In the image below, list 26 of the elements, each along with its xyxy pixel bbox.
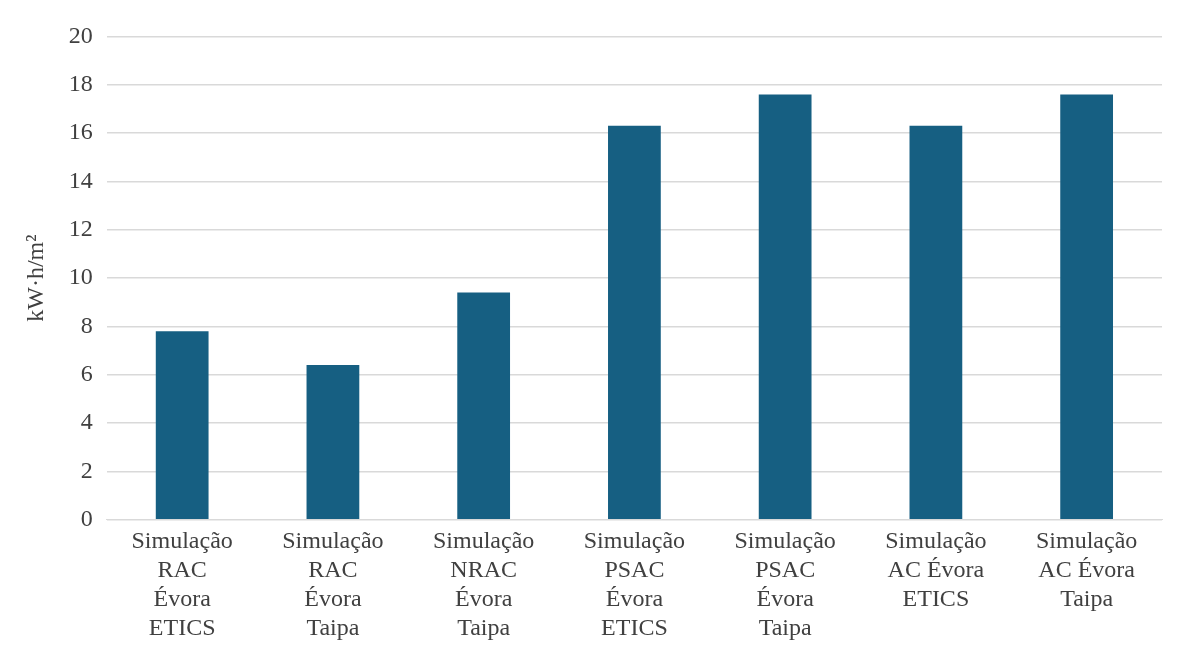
x-tick-label: Simulação NRAC Évora Taipa	[433, 527, 535, 640]
y-tick-label: 2	[80, 456, 93, 483]
y-axis-title: kW·h/m²	[21, 234, 48, 322]
y-tick-label: 6	[80, 360, 93, 387]
bar	[1060, 94, 1114, 520]
bar	[758, 94, 812, 520]
y-tick-label: 12	[68, 215, 93, 242]
x-tick-label: Simulação PSAC Évora ETICS	[583, 527, 686, 640]
y-tick-label: 14	[68, 166, 93, 193]
bar	[909, 125, 963, 520]
bar	[155, 331, 209, 520]
bar	[608, 125, 661, 520]
x-tick-label: Simulação PSAC Évora Taipa	[734, 527, 836, 640]
y-tick-label: 4	[80, 408, 93, 435]
y-tick-label: 8	[80, 311, 93, 338]
y-tick-label: 0	[80, 505, 93, 532]
x-tick-label: Simulação AC Évora ETICS	[885, 527, 987, 612]
y-tick-label: 18	[68, 70, 93, 97]
y-tick-label: 20	[68, 21, 93, 48]
bar	[457, 292, 511, 520]
x-tick-label: Simulação RAC Évora ETICS	[131, 527, 233, 640]
y-tick-label: 16	[68, 118, 93, 145]
y-tick-label: 10	[68, 263, 93, 290]
x-tick-label: Simulação RAC Évora Taipa	[282, 527, 384, 640]
bar	[306, 365, 360, 520]
x-tick-label: Simulação AC Évora Taipa	[1035, 527, 1138, 612]
